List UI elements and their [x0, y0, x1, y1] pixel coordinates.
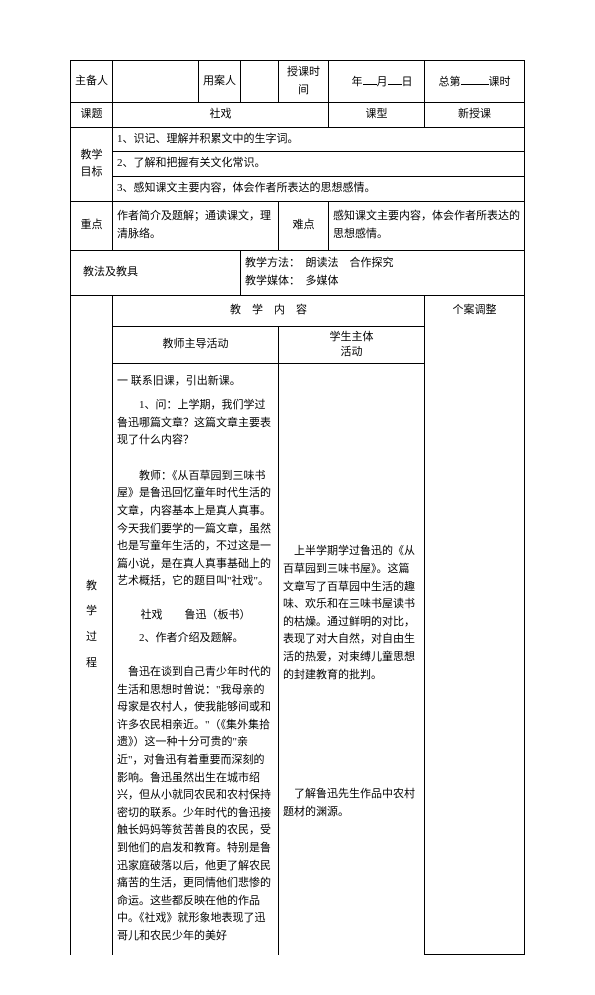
user-label: 用案人	[199, 61, 241, 103]
year-blank	[341, 76, 352, 88]
teacher-col-header: 教师主导活动	[113, 326, 279, 364]
student-col-header: 学生主体活动	[279, 326, 425, 364]
question-2: 2、作者介绍及题解。	[117, 630, 274, 648]
content-title: 教 学 内 容	[113, 295, 425, 326]
section-1: 一 联系旧课，引出新课。	[117, 373, 274, 391]
goal-3: 3、感知课文主要内容，体会作者所表达的思想感情。	[113, 176, 525, 201]
proc-char-2: 学	[75, 603, 108, 621]
type-value: 新授课	[425, 103, 525, 128]
student-content: 上半学期学过鲁迅的《从百草园到三味书屋》。这篇文章写了百草园中生活的趣味、欢乐和…	[279, 364, 425, 955]
method-label: 教学方法：	[245, 257, 295, 269]
difficult-label: 难点	[279, 201, 329, 250]
total-period: 总第 课时	[425, 61, 525, 103]
teacher-content: 一 联系旧课，引出新课。 1、问：上学期，我们学过鲁迅哪篇文章？这篇文章主要表现…	[113, 364, 279, 955]
goal-2: 2、了解和把握有关文化常识。	[113, 152, 525, 177]
lesson-plan-table: 主备人 用案人 授课时间 年月日 总第课时 课题 社戏 课型 新授课 教学目标 …	[70, 60, 525, 955]
type-label: 课型	[329, 103, 425, 128]
tools-label: 教法及教具	[71, 250, 241, 295]
date-field: 年月日	[329, 61, 425, 103]
student-para-1: 上半学期学过鲁迅的《从百草园到三味书屋》。这篇文章写了百草园中生活的趣味、欢乐和…	[283, 543, 420, 684]
month-blank	[363, 72, 377, 85]
para-3: 鲁迅在谈到自己青少年时代的生活和思想时曾说："我母亲的母家是农村人，使我能够间或…	[117, 664, 274, 946]
question-1: 1、问：上学期，我们学过鲁迅哪篇文章？这篇文章主要表现了什么内容？	[117, 397, 274, 450]
process-label: 教 学 过 程	[71, 295, 113, 955]
media-value: 多媒体	[306, 275, 339, 287]
method-value: 朗读法 合作探究	[306, 257, 394, 269]
proc-char-1: 教	[75, 578, 108, 596]
goals-label: 教学目标	[71, 127, 113, 201]
method-cell: 教学方法： 朗读法 合作探究 教学媒体： 多媒体	[241, 250, 525, 295]
day-blank	[388, 72, 402, 85]
user-value	[241, 61, 279, 103]
student-para-2: 了解鲁迅先生作品中农村题材的渊源。	[283, 786, 420, 821]
total-post: 课时	[489, 76, 511, 88]
keypoint-value: 作者简介及题解；通读课文，理清脉络。	[113, 201, 279, 250]
media-label: 教学媒体：	[245, 275, 295, 287]
keypoint-label: 重点	[71, 201, 113, 250]
goal-1: 1、识记、理解并积累文中的生字词。	[113, 127, 525, 152]
period-blank	[461, 72, 489, 85]
para-1: 教师：《从百草园到三味书屋》是鲁迅回忆童年时代生活的文章，内容基本上是真人真事。…	[117, 468, 274, 591]
total-pre: 总第	[439, 76, 461, 88]
difficult-value: 感知课文主要内容，体会作者所表达的思想感情。	[329, 201, 525, 250]
preparer-value	[113, 61, 199, 103]
proc-char-3: 过	[75, 629, 108, 647]
topic-value: 社戏	[113, 103, 329, 128]
teach-time-label: 授课时间	[279, 61, 329, 103]
adjust-label: 个案调整	[425, 295, 525, 955]
topic-label: 课题	[71, 103, 113, 128]
board-text: 社戏 鲁迅（板书）	[117, 607, 274, 625]
preparer-label: 主备人	[71, 61, 113, 103]
proc-char-4: 程	[75, 655, 108, 673]
